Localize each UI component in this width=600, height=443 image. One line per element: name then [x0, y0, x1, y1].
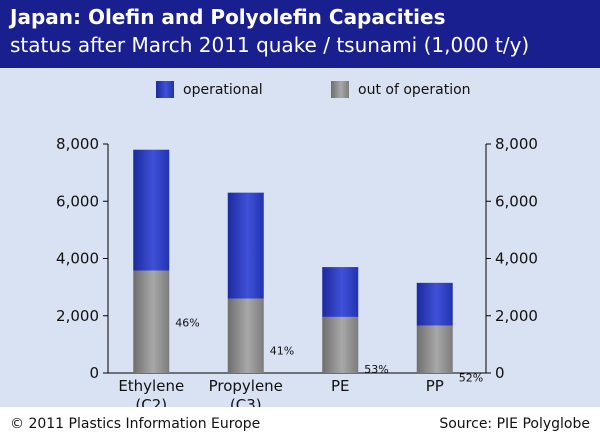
bar-out-of-operation [322, 316, 359, 373]
x-tick-label: PE [331, 377, 350, 395]
legend-label: operational [183, 82, 263, 98]
data-label: 41% [270, 345, 294, 358]
y-tick-label-right: 2,000 [495, 307, 538, 325]
source-text: Source: PIE Polyglobe [439, 416, 590, 432]
bar-operational [416, 282, 453, 326]
data-label: 52% [459, 371, 483, 384]
bar-out-of-operation [227, 298, 264, 373]
chart-subtitle: status after March 2011 quake / tsunami … [10, 33, 530, 57]
chart-svg: operational out of operation 0 0 2,000 2,000… [56, 81, 538, 414]
copyright-text: © 2011 Plastics Information Europe [10, 416, 261, 432]
bar-operational [227, 192, 264, 299]
x-tick-label: (C3) [230, 396, 262, 407]
plot-area: 0 0 2,000 2,000 4,000 4,000 6,000 6,000 8,000 8,0… [56, 135, 538, 414]
bar-operational [133, 149, 170, 271]
x-tick-label: Ethylene [118, 377, 184, 395]
y-tick-label-right: 6,000 [495, 192, 538, 210]
x-tick-label: (C2) [135, 396, 167, 407]
bar-operational [322, 267, 359, 317]
y-tick-label-left: 0 [89, 364, 99, 382]
x-tick-label: PP [426, 377, 444, 395]
chart-footer: © 2011 Plastics Information Europe Sourc… [0, 407, 600, 443]
data-label: 46% [175, 317, 199, 330]
chart-header: Japan: Olefin and Polyolefin Capacities … [0, 0, 600, 68]
y-tick-label-right: 4,000 [495, 250, 538, 268]
x-tick-label: Propylene [209, 377, 283, 395]
chart-legend: operational out of operation [156, 81, 471, 98]
legend-swatch [331, 81, 349, 98]
bar-out-of-operation [133, 270, 170, 373]
y-tick-label-left: 8,000 [56, 135, 99, 153]
data-label: 53% [364, 363, 388, 376]
y-tick-label-left: 6,000 [56, 192, 99, 210]
bar-out-of-operation [416, 325, 453, 373]
chart-title: Japan: Olefin and Polyolefin Capacities [10, 5, 446, 29]
y-tick-label-right: 8,000 [495, 135, 538, 153]
chart-panel: operational out of operation 0 0 2,000 2,000… [0, 68, 600, 414]
legend-swatch [156, 81, 174, 98]
y-tick-label-left: 2,000 [56, 307, 99, 325]
y-tick-label-left: 4,000 [56, 250, 99, 268]
y-tick-label-right: 0 [495, 364, 505, 382]
legend-label: out of operation [358, 82, 471, 98]
